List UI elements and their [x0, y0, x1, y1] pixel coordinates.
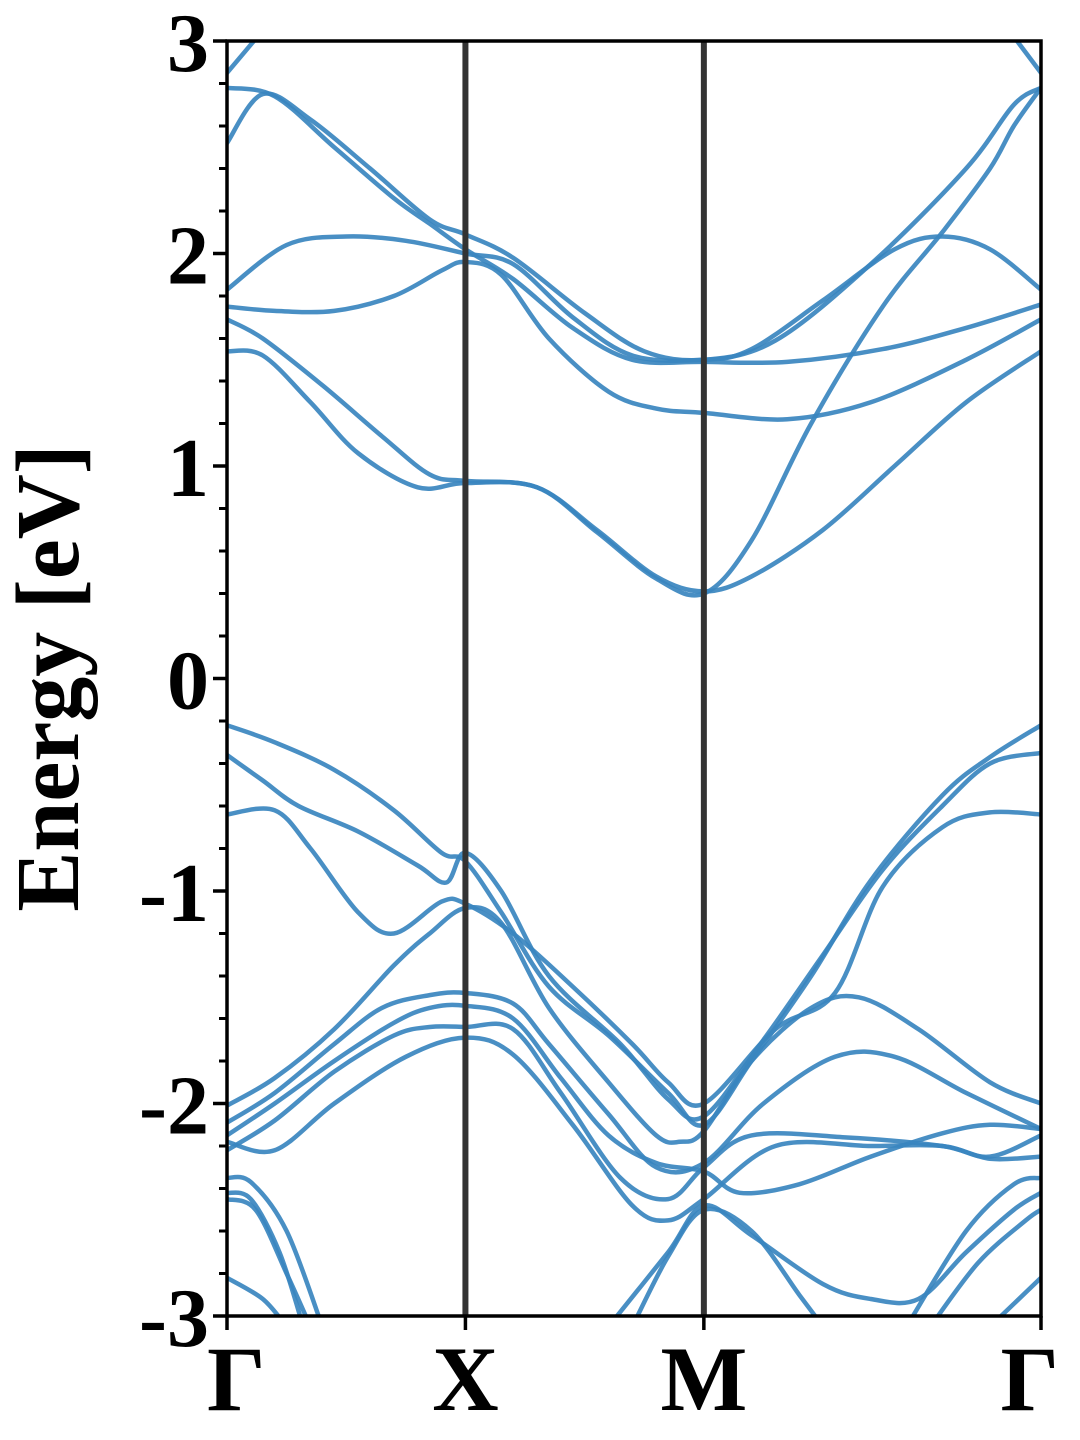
bands-group: [227, 41, 1041, 1316]
y-axis-label: Energy [eV]: [0, 444, 98, 911]
band-line-17: [227, 1174, 321, 1316]
y-tick-label: 3: [167, 0, 209, 90]
band-line-4: [1014, 41, 1041, 76]
band-line-11: [227, 806, 1041, 1108]
band-line-16: [227, 1035, 1041, 1223]
band-line-13: [227, 990, 1041, 1175]
band-line-23: [910, 1175, 1041, 1316]
band-line-12: [227, 904, 1041, 1145]
y-tick-label: -3: [139, 1272, 209, 1365]
y-tick-label: 1: [167, 422, 209, 515]
band-line-5: [227, 234, 1041, 364]
band-line-21: [614, 1190, 1041, 1316]
band-line-24: [935, 1207, 1041, 1316]
plot-border: [225, 39, 1043, 1318]
x-tick-label-4: Γ: [1000, 1328, 1059, 1430]
x-tick-label-3: M: [660, 1328, 747, 1430]
y-tick-label: -1: [139, 847, 209, 940]
y-tick-label: 2: [167, 210, 209, 303]
band-line-3: [227, 41, 257, 76]
kpath-lines-group: [462, 41, 707, 1316]
x-tick-label-2: X: [432, 1328, 498, 1430]
y-tick-label: -2: [139, 1060, 209, 1153]
y-tick-label: 0: [167, 635, 209, 728]
band-line-14: [227, 1002, 1041, 1196]
band-line-20: [227, 1275, 282, 1316]
band-line-10: [227, 750, 1041, 1122]
band-line-1: [227, 85, 1041, 366]
x-tick-label-1: Γ: [207, 1328, 266, 1430]
band-line-22: [635, 1206, 818, 1316]
band-line-15: [227, 1021, 1041, 1202]
band-line-8: [227, 85, 1041, 598]
band-line-19: [227, 1190, 303, 1316]
axes-frame: [225, 39, 1043, 1318]
band-line-6: [227, 259, 1041, 422]
band-line-25: [997, 1275, 1041, 1316]
y-ticks-group: -3 -2 -1 0 1 2 3: [139, 0, 227, 1365]
band-line-2: [227, 85, 1041, 363]
